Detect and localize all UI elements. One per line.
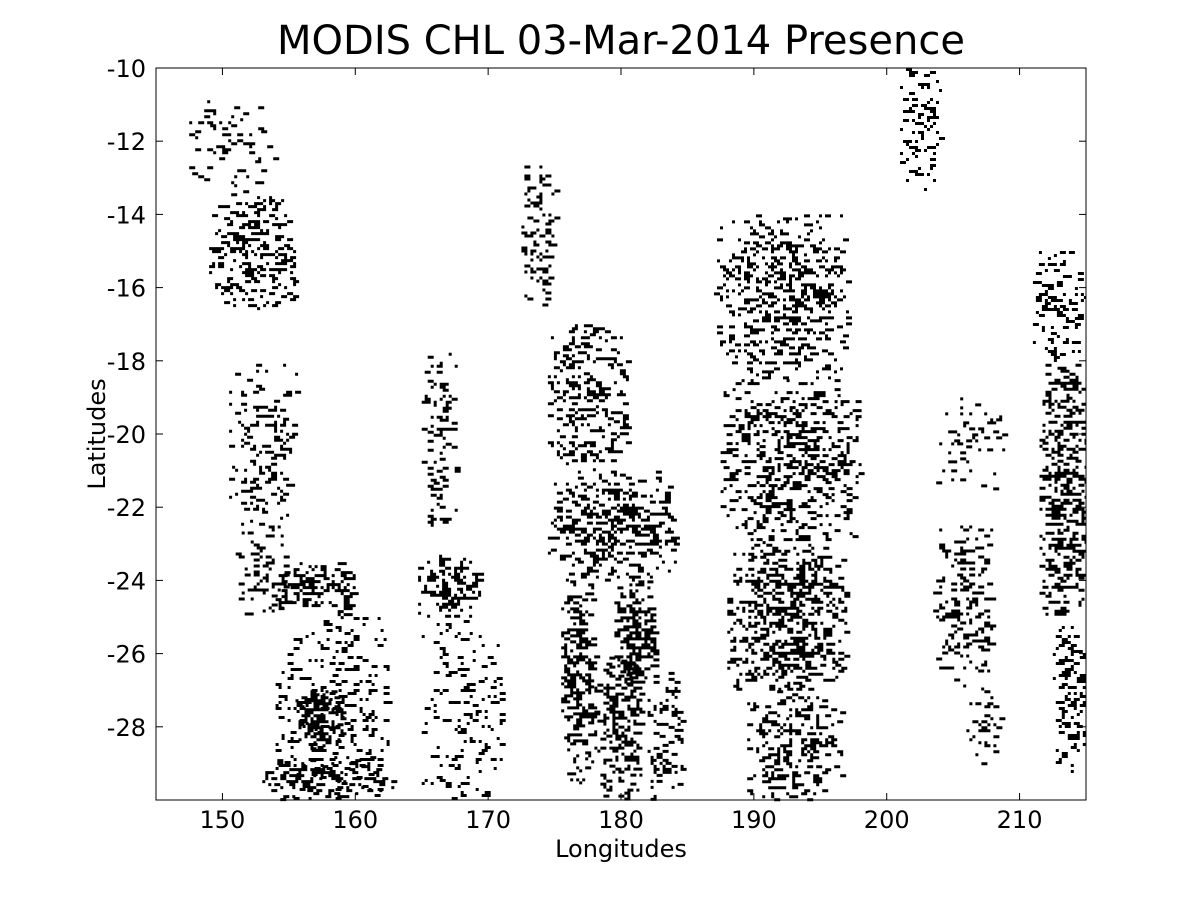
x-axis: 150 160 170 180 190 200 210 (200, 68, 1043, 834)
presence-region (647, 671, 687, 801)
presence-pixels (209, 196, 300, 311)
presence-pixels (936, 397, 1009, 491)
x-tick-label: 180 (598, 806, 644, 834)
presence-pixels (547, 324, 632, 472)
presence-pixels (328, 562, 359, 620)
y-axis: -10 -12 -14 -16 -18 -20 -22 -24 -26 -28 (107, 55, 1086, 742)
presence-pixels (594, 656, 646, 801)
presence-pixels (521, 165, 561, 307)
presence-pixels (1032, 251, 1086, 362)
presence-layer (189, 68, 1086, 802)
y-tick-label: -28 (107, 714, 146, 742)
presence-region (1032, 251, 1086, 362)
presence-region (189, 100, 280, 197)
y-tick-label: -16 (107, 275, 146, 303)
presence-pixels (421, 352, 461, 527)
presence-pixels (720, 379, 865, 545)
y-tick-label: -22 (107, 494, 146, 522)
presence-region (727, 543, 851, 691)
x-tick-label: 190 (731, 806, 777, 834)
plot-area (155, 67, 1087, 802)
presence-region (295, 690, 347, 751)
presence-pixels (421, 620, 506, 800)
presence-region (720, 379, 865, 545)
chart-title: MODIS CHL 03-Mar-2014 Presence (277, 18, 965, 64)
presence-pixels (189, 100, 280, 197)
presence-region (1039, 363, 1086, 616)
presence-pixels (1039, 363, 1086, 616)
y-tick-label: -20 (107, 421, 146, 449)
presence-region (418, 554, 485, 618)
presence-pixels (235, 525, 293, 616)
presence-region (262, 756, 398, 802)
x-tick-label: 160 (332, 806, 378, 834)
y-tick-label: -12 (107, 128, 146, 156)
x-axis-label: Longitudes (555, 835, 687, 863)
x-tick-label: 170 (465, 806, 511, 834)
presence-region (594, 656, 646, 801)
presence-pixels (229, 363, 302, 526)
y-tick-label: -18 (107, 348, 146, 376)
presence-pixels (561, 580, 601, 785)
presence-region (421, 620, 506, 800)
y-tick-label: -24 (107, 567, 146, 595)
presence-region (547, 324, 632, 472)
presence-pixels (933, 525, 997, 691)
presence-region (209, 196, 300, 311)
presence-pixels (614, 580, 660, 686)
presence-pixels (547, 470, 680, 582)
presence-pixels (647, 671, 687, 801)
presence-region (328, 562, 359, 620)
presence-region (421, 352, 461, 527)
y-axis-label: Latitudes (83, 378, 111, 489)
presence-pixels (714, 214, 852, 380)
presence-pixels (275, 562, 330, 611)
presence-region (614, 580, 660, 686)
presence-region (561, 580, 601, 785)
x-tick-label: 210 (997, 806, 1043, 834)
y-tick-label: -10 (107, 55, 146, 83)
presence-region (547, 470, 680, 582)
presence-region (936, 397, 1009, 491)
presence-pixels (966, 690, 1006, 766)
presence-pixels (900, 68, 945, 191)
presence-region (521, 165, 561, 307)
presence-region (714, 214, 852, 380)
x-tick-label: 200 (864, 806, 910, 834)
presence-region (275, 562, 330, 611)
y-tick-label: -14 (107, 201, 146, 229)
presence-region (229, 363, 302, 526)
presence-pixels (295, 690, 347, 751)
presence-region (900, 68, 945, 191)
presence-region (933, 525, 997, 691)
presence-region (747, 690, 847, 802)
y-tick-label: -26 (107, 641, 146, 669)
presence-region (966, 690, 1006, 766)
presence-pixels (262, 756, 398, 802)
presence-region (1052, 626, 1086, 773)
x-tick-label: 150 (200, 806, 246, 834)
presence-pixels (727, 543, 851, 691)
presence-pixels (1052, 626, 1086, 773)
presence-pixels (747, 690, 847, 802)
presence-region (235, 525, 293, 616)
presence-pixels (418, 554, 485, 618)
